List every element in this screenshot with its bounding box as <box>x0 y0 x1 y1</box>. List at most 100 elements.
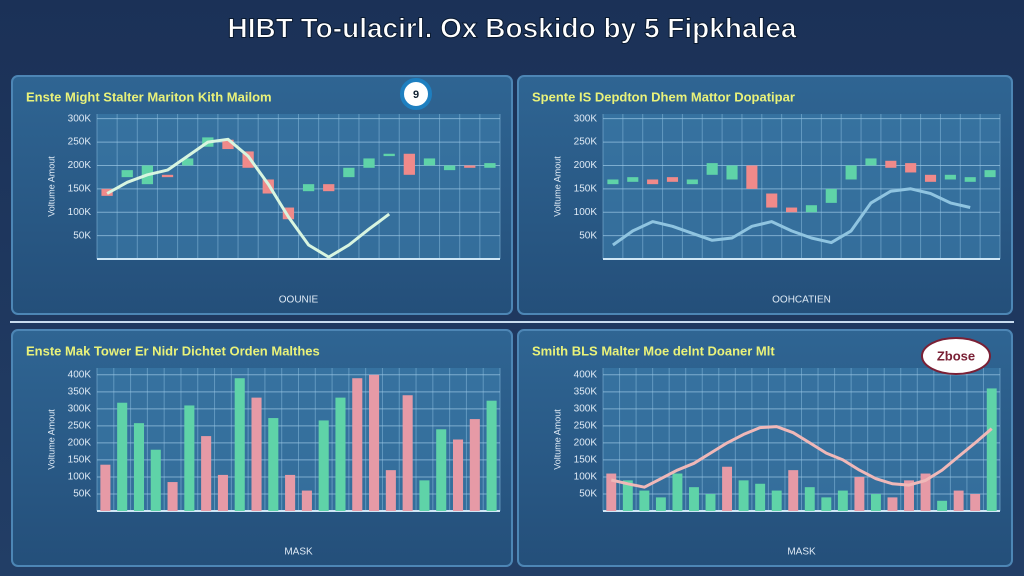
bar <box>201 436 212 511</box>
bar <box>251 397 262 511</box>
bar <box>854 476 865 511</box>
y-tick-label: 100K <box>574 472 598 483</box>
candle <box>746 165 758 189</box>
bar <box>622 480 633 511</box>
bar <box>285 474 296 511</box>
y-tick-label: 200K <box>574 160 598 171</box>
candle <box>865 158 877 166</box>
y-tick-label: 200K <box>68 438 92 449</box>
bar <box>655 497 666 511</box>
candle <box>302 184 315 192</box>
page-title: HIBT To-ulacirl. Ox Boskido by 5 Fipkhal… <box>228 12 797 43</box>
badge-text: 9 <box>413 89 419 101</box>
bar <box>887 497 898 511</box>
bar <box>385 470 396 511</box>
x-axis-label: MASK <box>284 547 313 558</box>
candle <box>766 193 778 208</box>
candle <box>323 184 335 192</box>
bar <box>639 490 650 511</box>
y-tick-label: 150K <box>574 183 598 194</box>
candle <box>924 174 937 182</box>
bar <box>870 493 881 511</box>
panel-title: Enste Mak Tower Er Nidr Dichtet Orden Ma… <box>26 343 320 358</box>
y-tick-label: 150K <box>574 455 598 466</box>
candle <box>343 167 355 178</box>
bar <box>133 423 145 511</box>
candle <box>383 153 395 157</box>
trend-line <box>612 187 971 247</box>
candle <box>647 179 659 185</box>
candle <box>786 207 798 213</box>
bar <box>904 480 914 511</box>
bar <box>788 470 799 511</box>
y-tick-label: 300K <box>68 113 92 124</box>
bar <box>486 400 497 511</box>
y-axis-label: Voltume Amout <box>46 409 56 470</box>
bar <box>167 482 178 511</box>
bar <box>771 490 782 511</box>
bar <box>953 490 964 511</box>
candle <box>964 177 976 182</box>
bar <box>117 402 128 511</box>
bar <box>804 487 815 511</box>
panel-title: Spente IS Depdton Dhem Mattor Dopatipar <box>532 89 795 104</box>
bar <box>301 490 312 511</box>
candle <box>944 174 956 180</box>
trend-line <box>610 425 993 489</box>
candle <box>222 139 234 150</box>
y-tick-label: 350K <box>68 386 92 397</box>
y-tick-label: 250K <box>68 421 92 432</box>
bar <box>755 483 766 511</box>
bar <box>335 397 346 511</box>
bar <box>100 464 111 511</box>
y-tick-label: 250K <box>574 421 598 432</box>
candle <box>464 165 476 168</box>
bar <box>672 473 683 511</box>
bar <box>419 480 430 511</box>
candle <box>905 163 917 173</box>
x-axis-label: OOHCATIEN <box>772 295 831 306</box>
y-tick-label: 100K <box>68 207 92 218</box>
bar <box>920 473 931 511</box>
y-tick-label: 250K <box>68 137 92 148</box>
y-tick-label: 50K <box>73 230 91 241</box>
candle <box>984 170 996 178</box>
candle <box>627 177 639 182</box>
bar <box>821 497 832 511</box>
candle <box>666 177 679 182</box>
bar <box>722 466 733 511</box>
candle <box>607 179 619 185</box>
candle <box>484 163 496 168</box>
candle <box>443 165 456 171</box>
bar <box>318 420 329 511</box>
candle <box>161 174 174 178</box>
y-tick-label: 400K <box>68 369 92 380</box>
candle <box>845 165 857 180</box>
y-tick-label: 150K <box>68 183 92 194</box>
x-axis-label: MASK <box>787 547 816 558</box>
y-tick-label: 150K <box>68 455 92 466</box>
candle <box>686 179 698 185</box>
trend-line <box>106 137 391 259</box>
panel-title: Smith BLS Malter Moe delnt Doaner Mlt <box>532 343 775 358</box>
candle <box>121 170 133 178</box>
badge <box>400 78 432 110</box>
y-tick-label: 200K <box>574 438 598 449</box>
bar <box>452 439 464 511</box>
bar <box>217 474 228 511</box>
y-tick-label: 50K <box>73 489 91 500</box>
bar <box>234 378 245 511</box>
y-tick-label: 50K <box>579 489 597 500</box>
bar <box>986 388 997 511</box>
y-tick-label: 50K <box>579 230 597 241</box>
y-tick-label: 100K <box>68 472 92 483</box>
candle <box>885 160 897 168</box>
y-tick-label: 350K <box>574 386 598 397</box>
candle <box>242 151 254 168</box>
y-tick-label: 100K <box>574 207 598 218</box>
bar <box>268 418 279 511</box>
y-tick-label: 300K <box>574 113 598 124</box>
bar <box>970 493 981 511</box>
speech-bubble <box>921 337 991 375</box>
